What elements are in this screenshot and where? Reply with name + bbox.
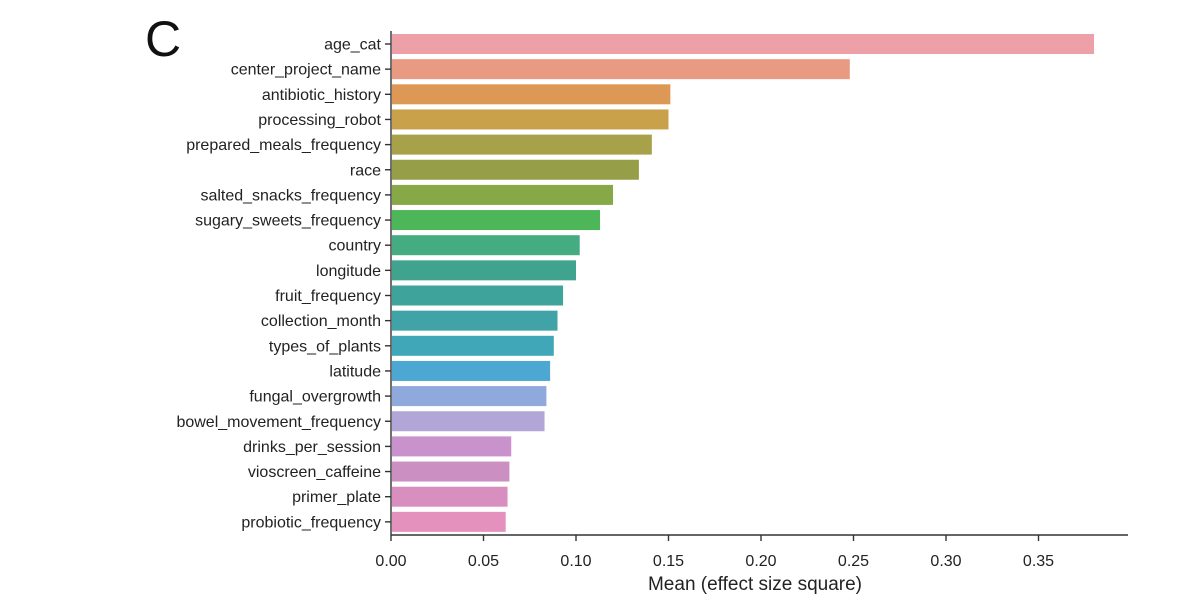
bar-fruit-frequency (392, 285, 564, 306)
x-tick-label: 0.15 (653, 553, 684, 570)
bar-vioscreen-caffeine (392, 461, 510, 482)
x-tick-label: 0.30 (930, 553, 961, 570)
bar-primer-plate (392, 486, 508, 507)
bar-latitude (392, 360, 551, 381)
category-label-primer-plate: primer_plate (292, 489, 381, 506)
panel-label: C (145, 11, 181, 67)
category-label-sugary-sweets-frequency: sugary_sweets_frequency (195, 213, 381, 230)
category-label-processing-robot: processing_robot (258, 112, 381, 129)
x-axis-title: Mean (effect size square) (648, 574, 862, 595)
category-label-race: race (350, 162, 381, 179)
x-tick-label: 0.25 (838, 553, 869, 570)
bar-probiotic-frequency (392, 511, 506, 532)
bar-longitude (392, 260, 576, 281)
category-label-antibiotic-history: antibiotic_history (262, 87, 381, 104)
x-tick-label: 0.35 (1023, 553, 1054, 570)
category-label-salted-snacks-frequency: salted_snacks_frequency (200, 187, 381, 204)
category-label-bowel-movement-frequency: bowel_movement_frequency (176, 414, 381, 431)
category-label-probiotic-frequency: probiotic_frequency (241, 514, 381, 531)
bar-fungal-overgrowth (392, 386, 547, 407)
category-label-drinks-per-session: drinks_per_session (243, 439, 381, 456)
category-label-latitude: latitude (329, 363, 381, 380)
category-label-age-cat: age_cat (324, 37, 381, 54)
category-label-country: country (329, 238, 381, 255)
bar-prepared-meals-frequency (392, 134, 652, 155)
x-tick-label: 0.00 (375, 553, 406, 570)
bar-age-cat (392, 34, 1094, 54)
category-label-prepared-meals-frequency: prepared_meals_frequency (186, 137, 381, 154)
axes-group: age_cat center_project_name antibiotic_his… (176, 31, 1128, 570)
category-label-collection-month: collection_month (261, 313, 381, 330)
bar-country (392, 235, 580, 256)
category-label-longitude: longitude (316, 263, 381, 280)
bar-antibiotic-history (392, 84, 671, 105)
category-label-center-project-name: center_project_name (231, 62, 381, 79)
x-tick-label: 0.20 (745, 553, 776, 570)
bar-race (392, 159, 639, 180)
bar-processing-robot (392, 109, 669, 130)
category-label-fruit-frequency: fruit_frequency (275, 288, 381, 305)
category-label-fungal-overgrowth: fungal_overgrowth (249, 389, 381, 406)
category-label-vioscreen-caffeine: vioscreen_caffeine (248, 464, 381, 481)
bar-collection-month (392, 310, 558, 331)
bar-sugary-sweets-frequency (392, 210, 601, 231)
x-tick-label: 0.10 (560, 553, 591, 570)
x-tick-label: 0.05 (468, 553, 499, 570)
bars-group (392, 34, 1094, 532)
bar-bowel-movement-frequency (392, 411, 545, 432)
bar-salted-snacks-frequency (392, 184, 613, 205)
bar-center-project-name (392, 59, 850, 80)
category-label-types-of-plants: types_of_plants (269, 338, 381, 355)
bar-drinks-per-session (392, 436, 512, 457)
bar-types-of-plants (392, 335, 554, 356)
